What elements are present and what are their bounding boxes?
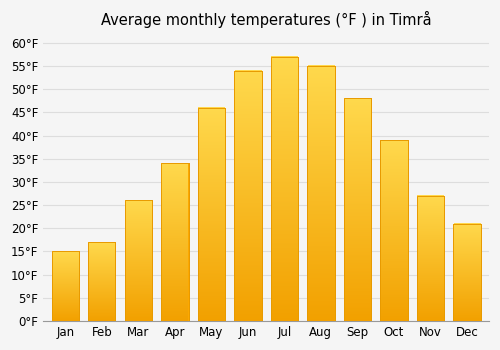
Bar bbox=[454, 224, 480, 321]
Bar bbox=[417, 196, 444, 321]
Bar bbox=[198, 108, 225, 321]
Bar bbox=[198, 108, 225, 321]
Bar bbox=[380, 140, 407, 321]
Bar bbox=[161, 163, 188, 321]
Bar bbox=[52, 251, 79, 321]
Bar bbox=[454, 224, 480, 321]
Bar bbox=[124, 201, 152, 321]
Bar bbox=[270, 57, 298, 321]
Bar bbox=[270, 57, 298, 321]
Bar bbox=[307, 66, 334, 321]
Bar bbox=[52, 251, 79, 321]
Bar bbox=[161, 163, 188, 321]
Bar bbox=[234, 71, 262, 321]
Bar bbox=[344, 98, 371, 321]
Title: Average monthly temperatures (°F ) in Timrå: Average monthly temperatures (°F ) in Ti… bbox=[101, 11, 432, 28]
Bar bbox=[88, 242, 116, 321]
Bar bbox=[234, 71, 262, 321]
Bar bbox=[417, 196, 444, 321]
Bar bbox=[124, 201, 152, 321]
Bar bbox=[88, 242, 116, 321]
Bar bbox=[307, 66, 334, 321]
Bar bbox=[344, 98, 371, 321]
Bar bbox=[380, 140, 407, 321]
